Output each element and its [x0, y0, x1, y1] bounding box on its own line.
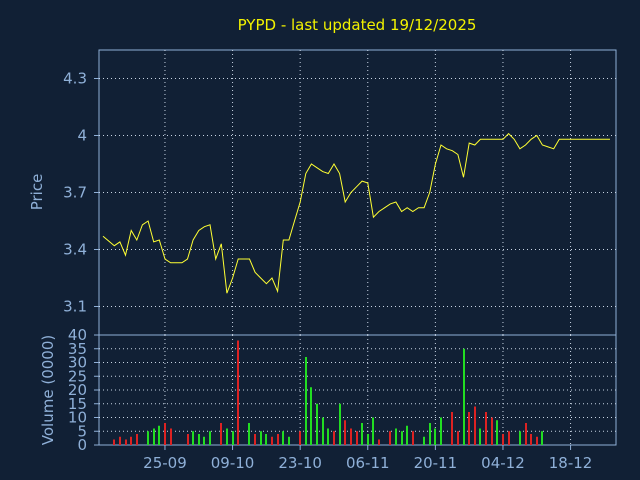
price-ticks: 3.1 3.4 3.7 4 4.3 — [63, 70, 99, 316]
price-panel — [98, 49, 617, 336]
volume-tick-label: 5 — [77, 422, 87, 440]
x-tick-label: 20-11 — [414, 454, 458, 472]
volume-tick-label: 35 — [68, 340, 87, 358]
volume-bars — [113, 340, 543, 445]
volume-tick-label: 30 — [68, 354, 87, 372]
price-axis-label: Price — [28, 174, 46, 211]
price-line-group — [102, 132, 610, 294]
price-tick-label: 3.7 — [63, 184, 87, 202]
x-tick-label: 18-12 — [549, 454, 593, 472]
x-tick-label: 23-10 — [278, 454, 322, 472]
volume-tick-label: 25 — [68, 367, 87, 385]
price-line — [102, 132, 610, 294]
x-ticks: 25-09 09-10 23-10 06-11 20-11 04-12 18-12 — [143, 445, 592, 472]
volume-axis-label: Volume (0000) — [39, 335, 57, 445]
price-tick-label: 4 — [77, 127, 87, 145]
price-tick-label: 3.4 — [63, 241, 87, 259]
price-grid — [99, 50, 616, 335]
price-tick-label: 4.3 — [63, 70, 87, 88]
volume-grid — [99, 335, 616, 445]
x-tick-label: 06-11 — [346, 454, 390, 472]
volume-tick-label: 0 — [77, 436, 87, 454]
chart-title: PYPD - last updated 19/12/2025 — [238, 16, 477, 34]
volume-tick-label: 10 — [68, 409, 87, 427]
x-tick-label: 09-10 — [211, 454, 255, 472]
x-tick-label: 04-12 — [481, 454, 525, 472]
volume-tick-label: 20 — [68, 381, 87, 399]
x-tick-label: 25-09 — [143, 454, 187, 472]
volume-panel — [98, 334, 617, 446]
volume-tick-label: 40 — [68, 326, 87, 344]
volume-tick-label: 15 — [68, 395, 87, 413]
price-tick-label: 3.1 — [63, 298, 87, 316]
